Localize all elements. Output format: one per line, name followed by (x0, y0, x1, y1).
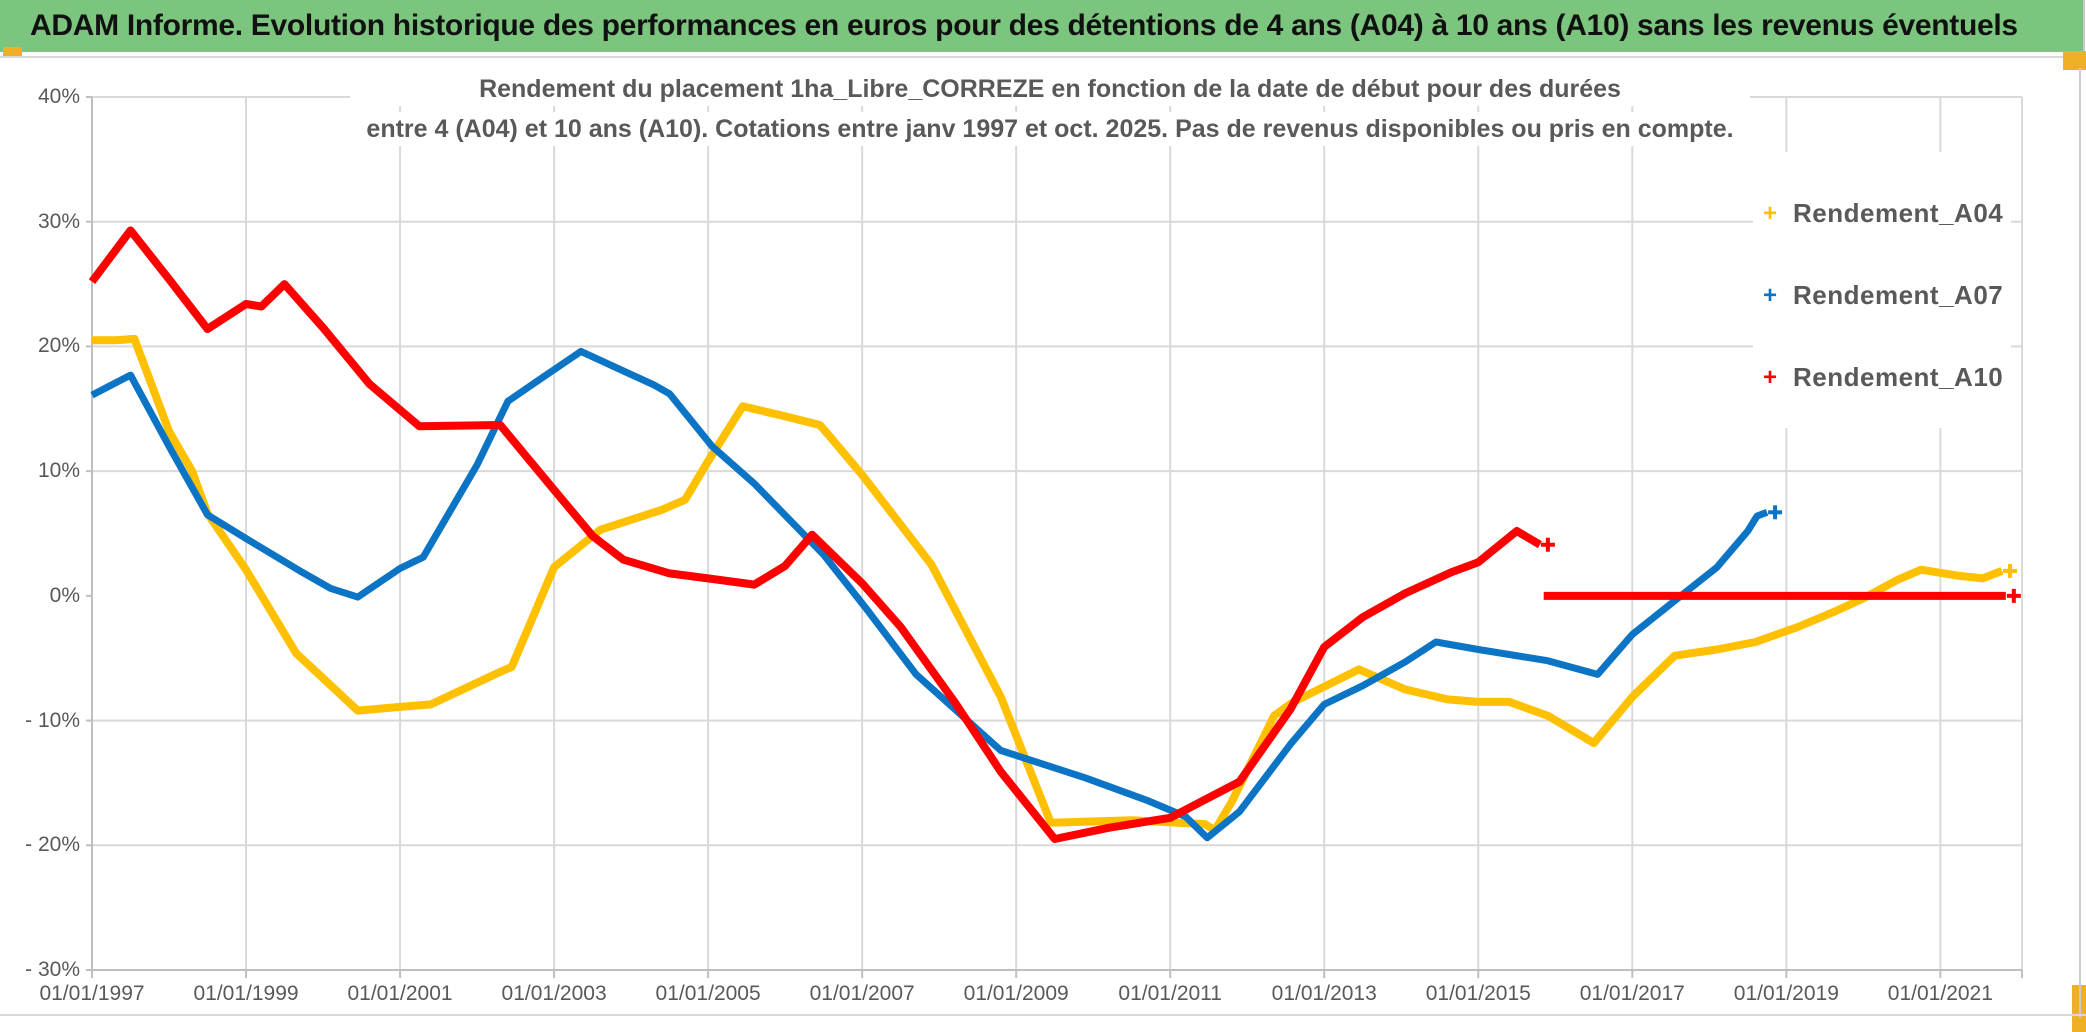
x-axis-tick-label: 01/01/1997 (39, 982, 145, 1005)
x-axis-tick-label: 01/01/2005 (655, 982, 761, 1005)
x-axis-tick-label: 01/01/2003 (501, 982, 607, 1005)
y-axis-tick-label: - 30% (25, 958, 80, 981)
legend-item-rendement_a04[interactable]: + Rendement_A04 (1763, 198, 2003, 229)
y-axis-tick-label: 40% (37, 85, 80, 108)
x-axis-tick-label: 01/01/2007 (809, 982, 915, 1005)
accent-top-right (2063, 51, 2086, 70)
x-axis-tick-label: 01/01/2011 (1118, 982, 1222, 1005)
chart-title-line-1[interactable]: Rendement du placement 1ha_Libre_CORREZE… (350, 72, 1750, 106)
y-axis-tick-label: 20% (37, 334, 80, 358)
legend-plus-marker-icon: + (1763, 281, 1778, 309)
x-axis-tick-label: 01/01/2021 (1887, 982, 1993, 1005)
y-axis-tick-label: 30% (37, 209, 80, 233)
x-axis-tick-label: 01/01/2017 (1579, 982, 1685, 1005)
legend-item-rendement_a10[interactable]: + Rendement_A10 (1763, 362, 2003, 393)
legend-plus-marker-icon: + (1763, 199, 1778, 227)
title-bar: ADAM Informe. Evolution historique des p… (0, 0, 2085, 52)
y-axis-tick-label: - 10% (25, 708, 80, 732)
right-page-border (2079, 68, 2081, 1018)
chart-legend[interactable]: + Rendement_A04 + Rendement_A07 + Rendement_A… (1753, 152, 2011, 428)
chart-title-line-2[interactable]: entre 4 (A04) et 10 ans (A10). Cotations… (350, 112, 1750, 146)
legend-label: Rendement_A07 (1793, 280, 2004, 310)
x-axis-tick-label: 01/01/2001 (347, 982, 453, 1005)
bottom-divider (0, 1014, 2086, 1016)
series-line-rendement_a10[interactable] (88, 226, 1542, 843)
x-axis-tick-label: 01/01/2015 (1425, 982, 1531, 1005)
header-divider (0, 56, 2086, 58)
page-title: ADAM Informe. Evolution historique des p… (30, 9, 2018, 42)
accent-top-left (3, 47, 22, 56)
x-axis-tick-label: 01/01/2009 (963, 982, 1069, 1005)
legend-label: Rendement_A10 (1793, 362, 2004, 392)
x-axis-tick-label: 01/01/2013 (1271, 982, 1377, 1005)
y-axis-tick-label: 0% (49, 583, 80, 607)
x-axis-tick-label: 01/01/1999 (193, 982, 299, 1005)
legend-label: Rendement_A04 (1793, 198, 2004, 228)
series-line-rendement_a07[interactable] (90, 347, 1769, 842)
y-axis-tick-label: 10% (37, 459, 80, 483)
legend-item-rendement_a07[interactable]: + Rendement_A07 (1763, 280, 2003, 311)
x-axis-tick-label: 01/01/2019 (1733, 982, 1839, 1005)
y-axis-tick-label: - 20% (25, 833, 80, 857)
legend-plus-marker-icon: + (1763, 363, 1778, 391)
